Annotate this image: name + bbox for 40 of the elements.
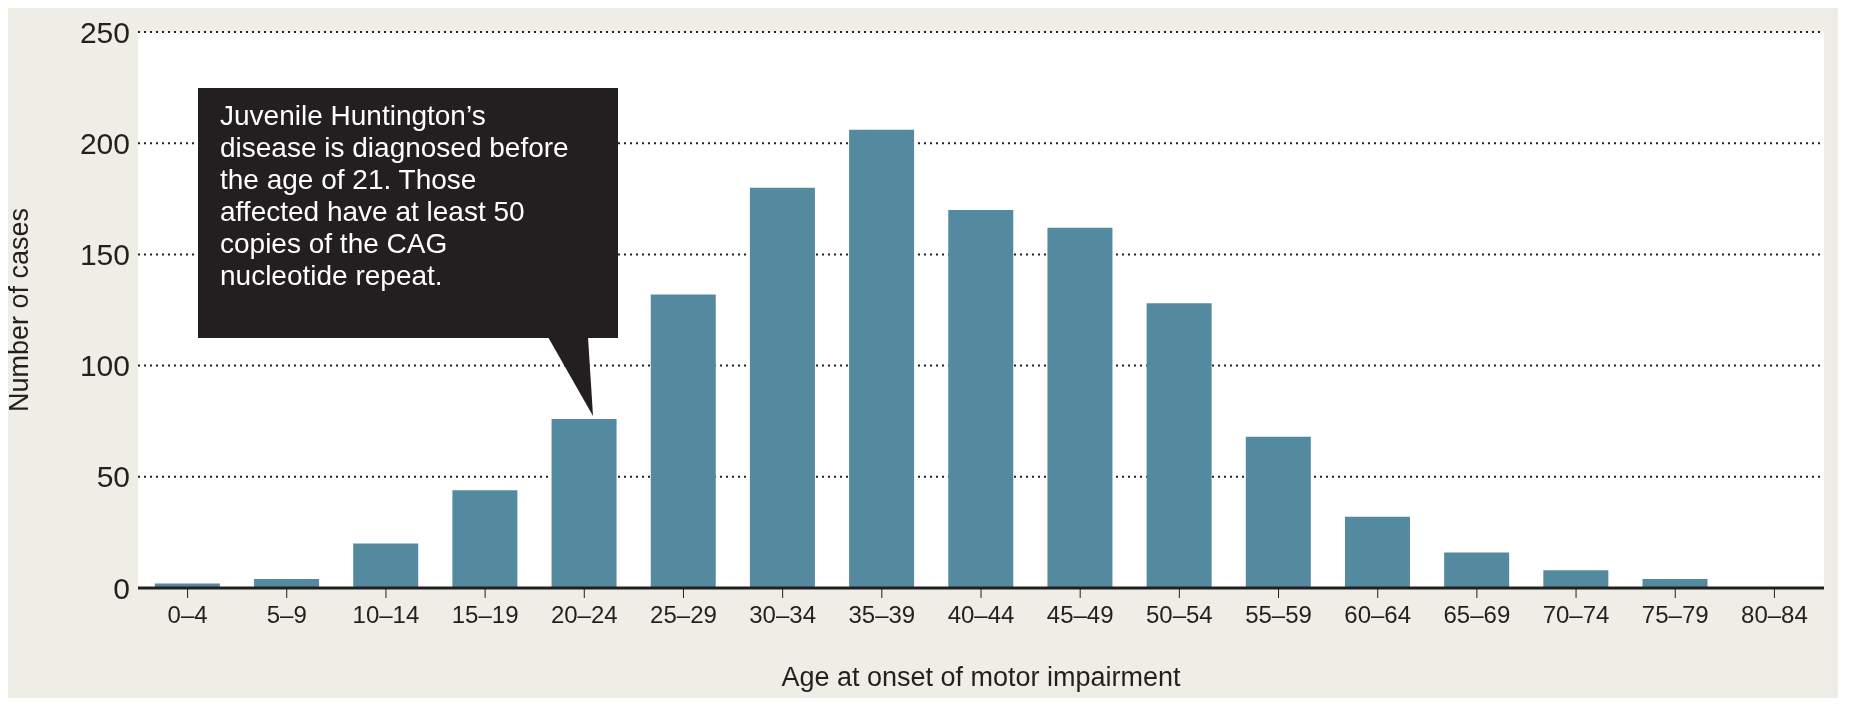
bar [452,490,518,588]
x-tick-label: 70–74 [1542,601,1610,629]
x-tick-label: 75–79 [1641,601,1709,629]
x-tick-label: 80–84 [1741,601,1808,629]
x-tick-label: 60–64 [1344,601,1412,629]
x-tick-label: 35–39 [848,601,916,629]
x-tick-label: 55–59 [1245,601,1312,629]
x-tick-label: 25–29 [650,601,717,629]
x-tick-label: 0–4 [167,601,208,629]
y-axis-title: Number of cases [3,207,34,413]
annotation: Juvenile Huntington’s disease is diagnosed before the age of 21. Those affected have at least 50 copies of the CAG nucleotide repeat. [220,100,570,292]
bar [1344,516,1410,588]
x-tick-label: 20–24 [550,601,618,629]
bar [1543,570,1609,588]
bar [353,543,419,588]
x-axis-title: Age at onset of motor impairment [781,662,1182,692]
y-tick-label: 100 [79,349,130,383]
bar [1047,227,1113,588]
bar [948,209,1014,588]
x-tick-label: 30–34 [749,601,817,629]
bar [749,187,815,588]
bar [1444,552,1510,588]
x-tick-label: 45–49 [1046,601,1114,629]
y-tick-label: 150 [79,238,130,272]
x-tick-label: 40–44 [947,601,1015,629]
bar [849,129,915,588]
y-tick-label: 250 [79,15,130,49]
x-tick-label: 15–19 [451,601,519,629]
bar [254,579,320,588]
x-tick-label: 65–69 [1443,601,1511,629]
bar [1642,579,1708,588]
y-tick-label: 200 [79,126,130,160]
x-tick-label: 5–9 [266,601,307,629]
y-tick-label: 0 [113,571,130,605]
y-tick-label: 50 [96,460,130,494]
x-tick-label: 50–54 [1145,601,1213,629]
bar [650,294,716,588]
x-tick-label: 10–14 [352,601,420,629]
bar [1245,436,1311,588]
bar [1146,303,1212,588]
